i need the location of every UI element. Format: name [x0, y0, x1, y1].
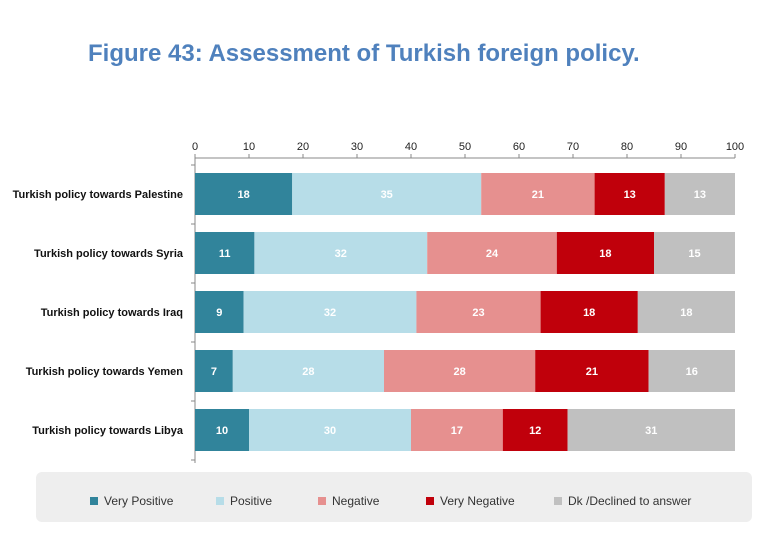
x-tick-label: 50: [459, 141, 471, 153]
legend-item: Dk /Declined to answer: [554, 494, 691, 508]
bar-segment: [637, 291, 735, 333]
bar-segment: [195, 409, 249, 451]
bar-segment: [540, 291, 638, 333]
bar-segment: [594, 173, 665, 215]
bar-segment: [195, 173, 293, 215]
bar-segment: [427, 232, 557, 274]
x-tick-label: 20: [297, 141, 309, 153]
category-label: Turkish policy towards Iraq: [41, 307, 183, 319]
bar-segment: [243, 291, 417, 333]
data-label: 7: [211, 366, 217, 378]
category-label: Turkish policy towards Yemen: [26, 366, 184, 378]
x-tick-label: 70: [567, 141, 579, 153]
data-label: 18: [599, 248, 611, 260]
legend-item: Very Negative: [426, 494, 515, 508]
bar-segment: [481, 173, 595, 215]
data-label: 18: [680, 307, 692, 319]
x-tick-label: 60: [513, 141, 525, 153]
category-label: Turkish policy towards Syria: [34, 248, 184, 260]
data-label: 28: [302, 366, 314, 378]
data-label: 23: [472, 307, 484, 319]
bar-segment: [195, 350, 233, 392]
data-label: 13: [694, 189, 706, 201]
legend-swatch: [318, 497, 326, 505]
x-tick-label: 80: [621, 141, 633, 153]
bar-segment: [292, 173, 482, 215]
legend-swatch: [554, 497, 562, 505]
data-label: 11: [219, 248, 231, 260]
data-label: 32: [324, 307, 336, 319]
legend-item: Negative: [318, 494, 379, 508]
bar-segment: [249, 409, 411, 451]
category-labels-layer: Turkish policy towards Palestine Turkish …: [13, 189, 184, 437]
data-label: 18: [583, 307, 595, 319]
legend-label: Very Negative: [440, 494, 515, 508]
bar-segment: [535, 350, 649, 392]
legend-label: Positive: [230, 494, 273, 508]
bar-segment: [195, 232, 255, 274]
bar-segment: [567, 409, 735, 451]
x-tick-label: 10: [243, 141, 255, 153]
bar-segment: [648, 350, 735, 392]
legend: Very Positive Positive Negative Very Negati…: [36, 472, 752, 522]
legend-swatch: [426, 497, 434, 505]
x-tick-label: 30: [351, 141, 363, 153]
bar-segment: [195, 291, 244, 333]
bar-segment: [502, 409, 568, 451]
legend-item: Very Positive: [90, 494, 173, 508]
bar-segment: [416, 291, 541, 333]
bar-segment: [411, 409, 503, 451]
data-label: 10: [216, 425, 228, 437]
bar-segment: [556, 232, 654, 274]
bar-segment: [254, 232, 428, 274]
data-label: 32: [335, 248, 347, 260]
legend-label: Negative: [332, 494, 380, 508]
legend-label: Dk /Declined to answer: [568, 494, 692, 508]
legend-swatch: [216, 497, 224, 505]
bar-segment: [384, 350, 536, 392]
data-label: 12: [529, 425, 541, 437]
data-label: 16: [686, 366, 698, 378]
data-label: 9: [216, 307, 222, 319]
x-tick-label: 100: [726, 141, 744, 153]
x-tick-label: 0: [192, 141, 198, 153]
data-label: 18: [237, 189, 249, 201]
category-label: Turkish policy towards Palestine: [13, 189, 183, 201]
legend-label: Very Positive: [104, 494, 174, 508]
data-label: 35: [381, 189, 393, 201]
data-label: 28: [453, 366, 465, 378]
data-label: 15: [688, 248, 700, 260]
bar-segment: [654, 232, 735, 274]
category-label: Turkish policy towards Libya: [32, 425, 184, 437]
bar-segment: [232, 350, 384, 392]
x-tick-label: 90: [675, 141, 687, 153]
data-label: 24: [486, 248, 499, 260]
data-label: 13: [624, 189, 636, 201]
data-label: 17: [451, 425, 463, 437]
data-label: 21: [586, 366, 598, 378]
chart-title: Figure 43: Assessment of Turkish foreign…: [88, 40, 640, 67]
bar-segment: [664, 173, 735, 215]
data-label: 31: [645, 425, 657, 437]
data-label: 21: [532, 189, 544, 201]
data-label: 30: [324, 425, 336, 437]
legend-item: Positive: [216, 494, 272, 508]
bars-layer: 18 35 21 13 13 11 32 24 18 15 9 32 23 18 18 7 28 28 21 16 10…: [195, 173, 735, 451]
legend-swatch: [90, 497, 98, 505]
x-tick-label: 40: [405, 141, 417, 153]
